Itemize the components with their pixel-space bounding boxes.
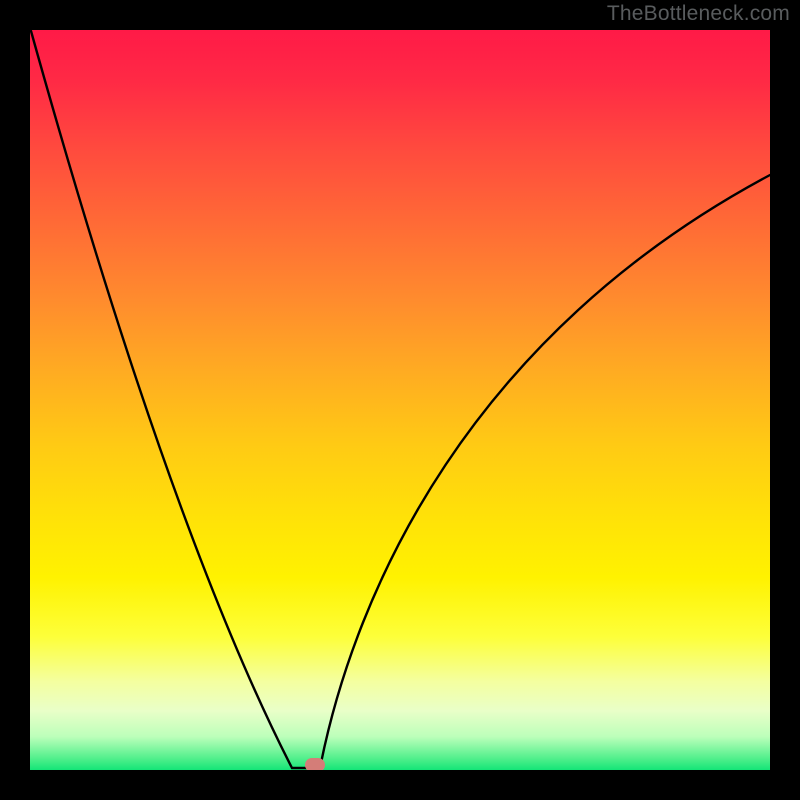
border-right xyxy=(770,0,800,800)
bottleneck-chart xyxy=(0,0,800,800)
image-frame: TheBottleneck.com xyxy=(0,0,800,800)
border-bottom xyxy=(0,770,800,800)
watermark-text: TheBottleneck.com xyxy=(607,2,790,26)
notch-marker xyxy=(305,758,325,772)
border-left xyxy=(0,0,30,800)
gradient-background xyxy=(30,30,770,770)
